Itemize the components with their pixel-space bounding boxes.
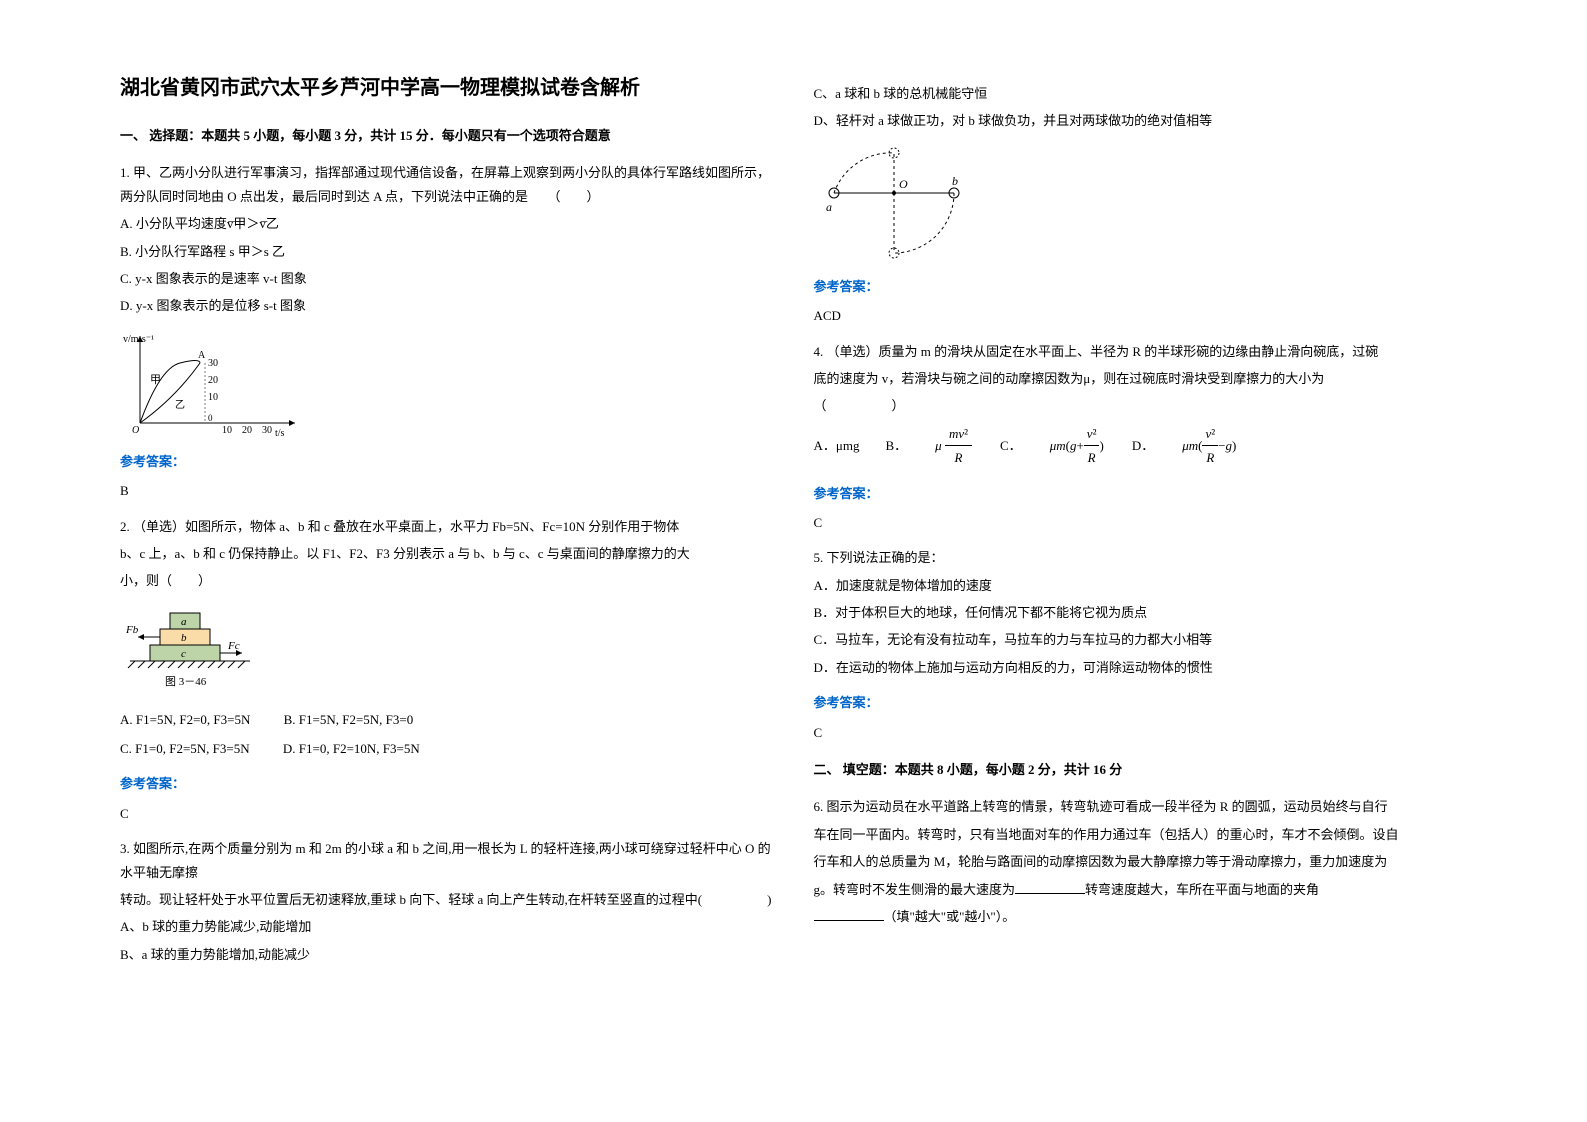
q2-opts-ab: A. F1=5N, F2=0, F3=5N B. F1=5N, F2=5N, F…: [120, 708, 774, 731]
svg-text:30: 30: [262, 425, 272, 436]
q3-optC: C、a 球和 b 球的总机械能守恒: [814, 82, 1468, 105]
svg-text:v/m·s⁻¹: v/m·s⁻¹: [123, 334, 154, 345]
svg-text:乙: 乙: [175, 399, 185, 411]
q3-answer: ACD: [814, 304, 1468, 327]
q6-l4: g。转弯时不发生侧滑的最大速度为转弯速度越大，车所在平面与地面的夹角: [814, 878, 1468, 901]
q3-optD: D、轻杆对 a 球做正功，对 b 球做负功，并且对两球做功的绝对值相等: [814, 109, 1468, 132]
q5-answer: C: [814, 721, 1468, 744]
q2-stem2: b、c 上，a、b 和 c 仍保持静止。以 F1、F2、F3 分别表示 a 与 …: [120, 542, 774, 565]
svg-text:甲: 甲: [150, 374, 161, 386]
question-3: 3. 如图所示,在两个质量分别为 m 和 2m 的小球 a 和 b 之间,用一根…: [120, 837, 774, 966]
question-4: 4. （单选）质量为 m 的滑块从固定在水平面上、半径为 R 的半球形碗的边缘由…: [814, 340, 1468, 470]
svg-text:O: O: [899, 177, 908, 191]
q1-optD: D. y-x 图象表示的是位移 s-t 图象: [120, 294, 774, 317]
svg-text:a: a: [181, 616, 187, 628]
svg-text:A: A: [198, 350, 206, 361]
q3-optB: B、a 球的重力势能增加,动能减少: [120, 943, 774, 966]
question-3-cont: C、a 球和 b 球的总机械能守恒 D、轻杆对 a 球做正功，对 b 球做负功，…: [814, 82, 1468, 263]
svg-text:Fc: Fc: [227, 640, 240, 652]
q2-opts-cd: C. F1=0, F2=5N, F3=5N D. F1=0, F2=10N, F…: [120, 737, 774, 760]
q1-answer: B: [120, 479, 774, 502]
q4-stem3: （ ）: [814, 394, 1468, 417]
q4-answer: C: [814, 511, 1468, 534]
svg-text:b: b: [181, 632, 187, 644]
q2-figure: a b c Fb Fc: [120, 603, 774, 698]
q5-optC: C．马拉车，无论有没有拉动车，马拉车的力与车拉马的力都大小相等: [814, 628, 1468, 651]
q3-figure: a b O: [814, 143, 1468, 263]
svg-text:10: 10: [222, 425, 232, 436]
svg-text:O: O: [132, 425, 139, 436]
left-column: 湖北省黄冈市武穴太平乡芦河中学高一物理模拟试卷含解析 一、 选择题：本题共 5 …: [100, 70, 794, 1052]
q4-stem1: 4. （单选）质量为 m 的滑块从固定在水平面上、半径为 R 的半球形碗的边缘由…: [814, 340, 1468, 363]
q2-stem1: 2. （单选）如图所示，物体 a、b 和 c 叠放在水平桌面上，水平力 Fb=5…: [120, 515, 774, 538]
answer-label-2: 参考答案：: [120, 772, 774, 795]
svg-text:0: 0: [208, 413, 213, 423]
q3-optA: A、b 球的重力势能减少,动能增加: [120, 915, 774, 938]
q5-stem: 5. 下列说法正确的是：: [814, 546, 1468, 569]
svg-text:c: c: [181, 648, 186, 660]
svg-text:20: 20: [208, 375, 218, 386]
blank-1: [1015, 881, 1085, 894]
q4-stem2: 底的速度为 v，若滑块与碗之间的动摩擦因数为μ，则在过碗底时滑块受到摩擦力的大小…: [814, 367, 1468, 390]
svg-text:图 3－46: 图 3－46: [165, 675, 207, 688]
question-1: 1. 甲、乙两小分队进行军事演习，指挥部通过现代通信设备，在屏幕上观察到两小分队…: [120, 161, 774, 437]
q6-l3: 行车和人的总质量为 M，轮胎与路面间的动摩擦因数为最大静摩擦力等于滑动摩擦力，重…: [814, 850, 1468, 873]
q6-l5: （填"越大"或"越小"）。: [814, 905, 1468, 928]
q2-answer: C: [120, 802, 774, 825]
svg-text:20: 20: [242, 425, 252, 436]
svg-text:b: b: [952, 174, 958, 188]
answer-label-3: 参考答案：: [814, 275, 1468, 298]
q5-optD: D．在运动的物体上施加与运动方向相反的力，可消除运动物体的惯性: [814, 656, 1468, 679]
section1-header: 一、 选择题：本题共 5 小题，每小题 3 分，共计 15 分．每小题只有一个选…: [120, 124, 774, 147]
answer-label-5: 参考答案：: [814, 691, 1468, 714]
q1-optA: A. 小分队平均速度_v甲＞_v乙: [120, 212, 774, 235]
answer-label-4: 参考答案：: [814, 482, 1468, 505]
q1-figure: v/m·s⁻¹ t/s 甲 乙 A 30 20 10 0 10 20 30 O: [120, 328, 774, 438]
question-6: 6. 图示为运动员在水平道路上转弯的情景，转弯轨迹可看成一段半径为 R 的圆弧，…: [814, 795, 1468, 928]
q1-optC: C. y-x 图象表示的是速率 v-t 图象: [120, 267, 774, 290]
q4-options: A．μmg B． μ mv²R C． μm(g + v²R) D． μm(v²R…: [814, 422, 1468, 470]
blank-2: [814, 908, 884, 921]
answer-label-1: 参考答案：: [120, 450, 774, 473]
q3-stem1: 3. 如图所示,在两个质量分别为 m 和 2m 的小球 a 和 b 之间,用一根…: [120, 837, 774, 884]
page-title: 湖北省黄冈市武穴太平乡芦河中学高一物理模拟试卷含解析: [120, 70, 774, 106]
q3-stem2: 转动。现让轻杆处于水平位置后无初速释放,重球 b 向下、轻球 a 向上产生转动,…: [120, 888, 774, 911]
q5-optB: B．对于体积巨大的地球，任何情况下都不能将它视为质点: [814, 601, 1468, 624]
q6-l2: 车在同一平面内。转弯时，只有当地面对车的作用力通过车（包括人）的重心时，车才不会…: [814, 823, 1468, 846]
right-column: C、a 球和 b 球的总机械能守恒 D、轻杆对 a 球做正功，对 b 球做负功，…: [794, 70, 1488, 1052]
q6-l1: 6. 图示为运动员在水平道路上转弯的情景，转弯轨迹可看成一段半径为 R 的圆弧，…: [814, 795, 1468, 818]
svg-text:10: 10: [208, 392, 218, 403]
q5-optA: A．加速度就是物体增加的速度: [814, 574, 1468, 597]
section2-header: 二、 填空题：本题共 8 小题，每小题 2 分，共计 16 分: [814, 758, 1468, 781]
svg-text:a: a: [826, 200, 832, 214]
q1-optB: B. 小分队行军路程 s 甲＞s 乙: [120, 240, 774, 263]
question-5: 5. 下列说法正确的是： A．加速度就是物体增加的速度 B．对于体积巨大的地球，…: [814, 546, 1468, 679]
question-2: 2. （单选）如图所示，物体 a、b 和 c 叠放在水平桌面上，水平力 Fb=5…: [120, 515, 774, 761]
svg-text:Fb: Fb: [125, 624, 139, 636]
q1-stem: 1. 甲、乙两小分队进行军事演习，指挥部通过现代通信设备，在屏幕上观察到两小分队…: [120, 161, 774, 208]
svg-text:30: 30: [208, 358, 218, 369]
svg-text:t/s: t/s: [275, 428, 285, 438]
q2-stem3: 小，则（ ）: [120, 569, 774, 592]
